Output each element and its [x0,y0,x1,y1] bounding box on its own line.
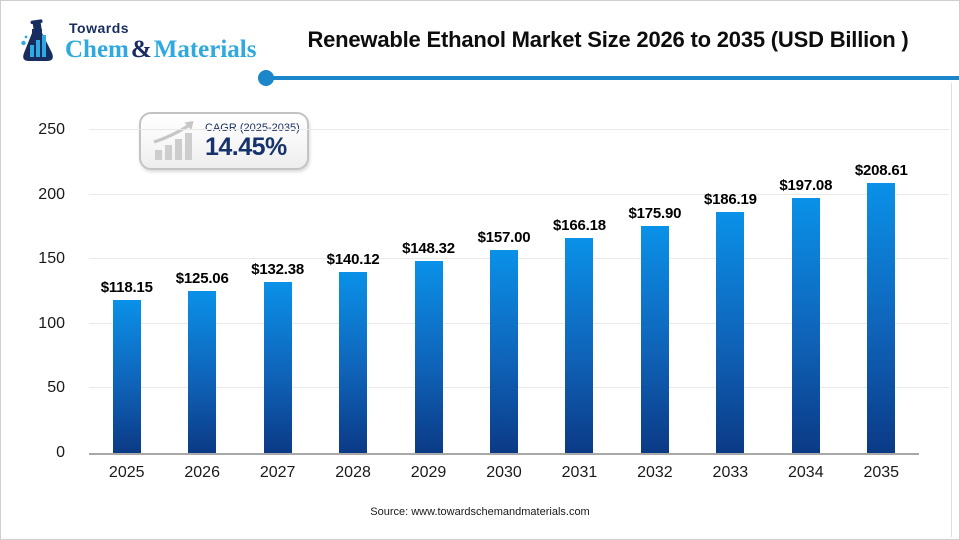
brand-towards: Towards [69,20,130,36]
bar-value-label: $132.38 [251,260,305,278]
slide-right-border [951,83,952,537]
gridline [89,129,949,130]
gridline [89,258,949,260]
bar-value-label: $186.19 [703,191,757,209]
bar [489,250,518,453]
bar [112,300,141,453]
brand-materials: Materials [153,36,257,63]
bar-value-label: $175.90 [628,204,682,222]
x-tick-label: 2031 [561,464,598,481]
x-tick-label: 2026 [184,464,220,481]
bar-value-label: $208.61 [854,162,908,180]
bar-group: $118.15 [89,130,164,453]
y-axis: 0 50 100 150 200 250 [1,121,79,461]
bar-value-label: $157.00 [477,229,531,247]
brand-chem: Chem [65,36,129,63]
x-tick-label: 2032 [637,464,673,481]
bar-value-label: $148.32 [402,240,455,258]
bar [263,281,292,453]
gridline [89,322,949,324]
x-tick-label: 2028 [335,464,371,481]
bars-row: $118.15 $125.06 $132.38 $140.12 $148.32 $157.… [89,130,919,453]
bar [867,183,896,453]
bar [188,291,217,453]
bar-group: $208.61 [844,130,919,453]
bar [791,198,820,453]
bar [716,212,745,453]
y-tick-label: 0 [56,444,65,461]
flask-icon [21,19,53,61]
x-tick-label: 2025 [108,464,145,481]
bar-group: $186.19 [693,130,768,453]
title-underline-dot [258,70,274,86]
title-underline [266,76,959,80]
bar [565,238,594,453]
x-tick-label: 2035 [863,464,900,481]
bar [414,261,443,453]
bar-value-label: $166.18 [553,217,606,235]
x-tick-label: 2027 [259,464,296,481]
y-tick-label: 200 [38,185,65,203]
cagr-badge: CAGR (2025-2035) 14.45% [139,112,309,170]
x-tick-label: 2029 [410,464,447,481]
cagr-value: 14.45% [205,132,287,161]
bar-value-label: $118.15 [100,279,153,297]
bar [339,271,368,453]
brand-name: Chem&Materials [65,37,256,62]
cagr-text: CAGR (2025-2035) 14.45% [205,122,300,160]
bar-value-label: $125.06 [175,270,229,288]
bar-group: $157.00 [466,130,541,453]
bar-group: $140.12 [315,130,390,453]
bar-group: $197.08 [768,130,843,453]
bar-value-label: $197.08 [779,177,833,195]
source-note: Source: www.towardschemandmaterials.com [370,506,590,518]
y-tick-label: 150 [38,250,65,268]
bar-group: $166.18 [542,130,617,453]
cagr-label: CAGR (2025-2035) [205,121,300,134]
plot-area: $118.15 $125.06 $132.38 $140.12 $148.32 $157.… [89,129,949,455]
x-tick-label: 2030 [486,464,522,481]
x-axis-line [89,453,919,455]
brand-amp: & [130,36,152,63]
bar-group: $132.38 [240,130,315,453]
bar-group: $125.06 [164,130,239,453]
growth-chart-icon [153,121,194,160]
brand-logo: Towards Chem&Materials [19,17,256,65]
y-tick-label: 100 [38,314,65,332]
y-tick-label: 250 [38,121,65,138]
page-title: Renewable Ethanol Market Size 2026 to 20… [307,27,909,52]
gridline [89,387,949,389]
brand-text: Towards Chem&Materials [65,17,256,62]
bar [640,225,669,453]
x-axis: 2025 2026 2027 2028 2029 2030 2031 2032 2033 2034… [89,464,919,482]
gridline [89,193,949,195]
x-tick-label: 2034 [788,464,824,481]
x-tick-label: 2033 [712,464,749,481]
bar-group: $175.90 [617,130,692,453]
y-tick-label: 50 [47,379,65,397]
bar-value-label: $140.12 [326,250,380,268]
bar-group: $148.32 [391,130,466,453]
